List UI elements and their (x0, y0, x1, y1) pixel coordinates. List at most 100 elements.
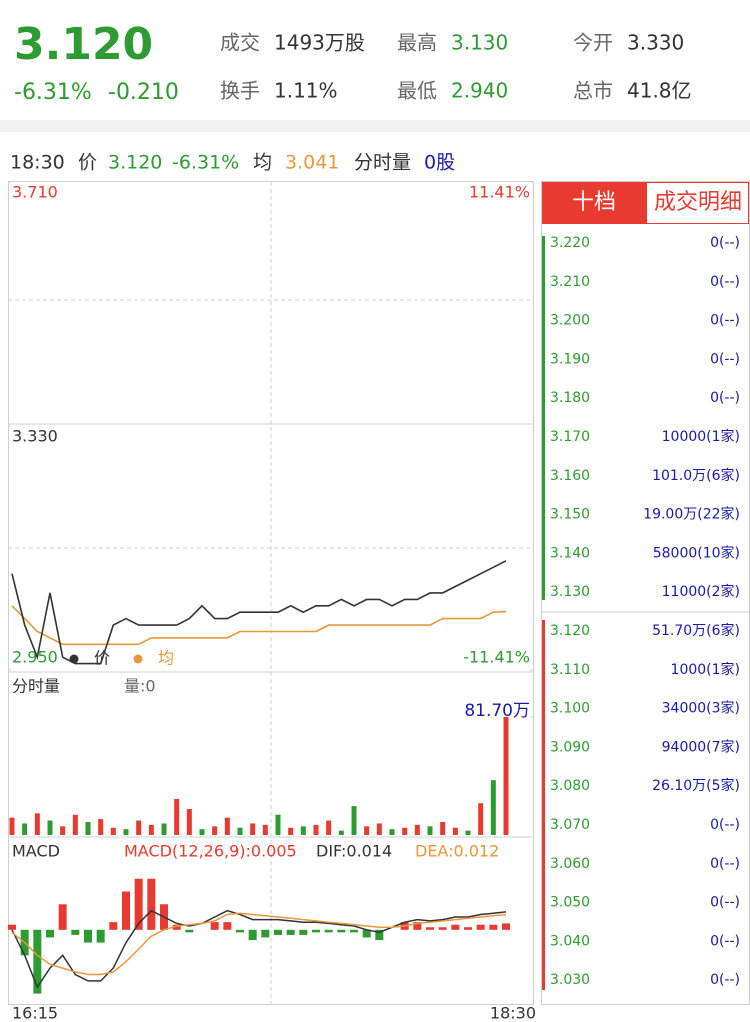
volume-title: 分时量 (12, 677, 60, 696)
macd-bar (337, 929, 346, 933)
book-price: 3.100 (550, 701, 590, 717)
book-price: 3.070 (550, 817, 590, 833)
volume-bar (47, 820, 53, 835)
ask-bar (542, 236, 545, 600)
volume-bar (212, 826, 218, 835)
macd-bar (438, 927, 447, 930)
book-volume: 101.0万(6家) (652, 467, 740, 484)
y2-tick-label: 11.41% (469, 183, 530, 202)
book-price: 3.200 (550, 313, 590, 329)
macd-bar (413, 922, 422, 930)
macd-bar (71, 929, 80, 935)
tab-label: 成交明细 (654, 190, 742, 215)
stat-label: 最低 (397, 79, 437, 103)
stat-label: 今开 (573, 31, 613, 55)
separator (0, 120, 750, 132)
book-volume: 0(--) (710, 972, 740, 988)
macd-bar (274, 929, 282, 935)
macd-bar (84, 929, 92, 943)
volume-bar (364, 826, 370, 835)
macd-bar (286, 929, 295, 935)
book-price: 3.030 (550, 972, 590, 988)
macd-bar (46, 929, 54, 938)
tab[interactable] (646, 182, 749, 224)
macd-bar (33, 929, 42, 994)
stat-label: 总市 (573, 79, 613, 103)
book-price: 3.150 (550, 507, 590, 523)
book-volume: 0(--) (710, 390, 740, 406)
book-price: 3.140 (550, 545, 590, 561)
stat-label: 最高 (397, 31, 437, 55)
legend-label: 价 (94, 649, 110, 668)
volume-bar (199, 829, 205, 835)
macd-bar (134, 878, 143, 930)
volume-bar (326, 820, 332, 835)
book-price: 3.190 (550, 351, 590, 367)
volume-bar (161, 823, 167, 835)
volume-bar (478, 803, 484, 835)
stat-label: 成交 (220, 31, 260, 55)
macd-bar (210, 922, 219, 930)
macd-bar (464, 927, 472, 930)
volume-bar (237, 827, 243, 835)
y-tick-label: 81.70万 (464, 701, 530, 721)
macd-legend: DEA:0.012 (415, 842, 499, 861)
stat-value: 3.330 (627, 31, 684, 55)
book-volume: 0(--) (710, 274, 740, 290)
y-tick-label: 3.710 (12, 183, 58, 202)
legend-label: 均 (158, 649, 174, 668)
stat-value: 2.940 (451, 79, 508, 103)
macd-bar (489, 924, 498, 930)
stat-value: 1493万股 (274, 31, 365, 55)
book-volume: 94000(7家) (662, 738, 740, 755)
volume-bar (148, 824, 154, 835)
info-price-label: 价 (78, 152, 97, 174)
book-volume: 11000(2家) (662, 583, 740, 600)
macd-bar (476, 924, 485, 930)
volume-bar (98, 819, 104, 835)
book-volume: 51.70万(6家) (652, 622, 740, 639)
macd-bar (362, 929, 371, 938)
macd-bar (172, 924, 181, 930)
book-price: 3.110 (550, 662, 590, 678)
macd-bar (350, 929, 358, 933)
info-avg: 3.041 (285, 152, 339, 174)
y-tick-label: 2.950 (12, 648, 58, 667)
macd-bar (451, 924, 460, 930)
book-volume: 19.00万(22家) (643, 506, 740, 523)
volume-bar (275, 814, 281, 835)
info-volume: 0股 (424, 152, 455, 174)
book-price: 3.040 (550, 933, 590, 949)
info-volume-label: 分时量 (354, 152, 411, 174)
change: -0.210 (108, 80, 179, 105)
macd-bar (261, 929, 270, 938)
volume-bar (262, 824, 268, 835)
volume-bar (60, 826, 66, 835)
book-volume: 0(--) (710, 313, 740, 329)
macd-bar (312, 929, 320, 933)
volume-bar (465, 830, 471, 835)
macd-line (11, 909, 507, 989)
x-label: 16:15 (12, 1004, 58, 1022)
info-price: 3.120 (108, 152, 162, 174)
legend-dot (69, 654, 79, 664)
macd-bar (122, 891, 130, 930)
y2-tick-label: -11.41% (463, 648, 530, 667)
book-volume: 0(--) (710, 895, 740, 911)
volume-bar (503, 717, 509, 835)
book-price: 3.210 (550, 274, 590, 290)
volume-bar (9, 817, 15, 835)
book-volume: 0(--) (710, 817, 740, 833)
tab-active[interactable] (542, 182, 646, 224)
volume-bar (186, 809, 192, 835)
macd-bar (248, 929, 257, 941)
volume-bar (224, 817, 230, 835)
book-volume: 0(--) (710, 933, 740, 949)
macd-bar (426, 927, 434, 930)
x-label: 18:30 (490, 1004, 536, 1022)
macd-line (11, 912, 507, 976)
macd-bar (58, 904, 67, 930)
macd-bar (236, 929, 244, 933)
stat-value: 3.130 (451, 31, 508, 55)
